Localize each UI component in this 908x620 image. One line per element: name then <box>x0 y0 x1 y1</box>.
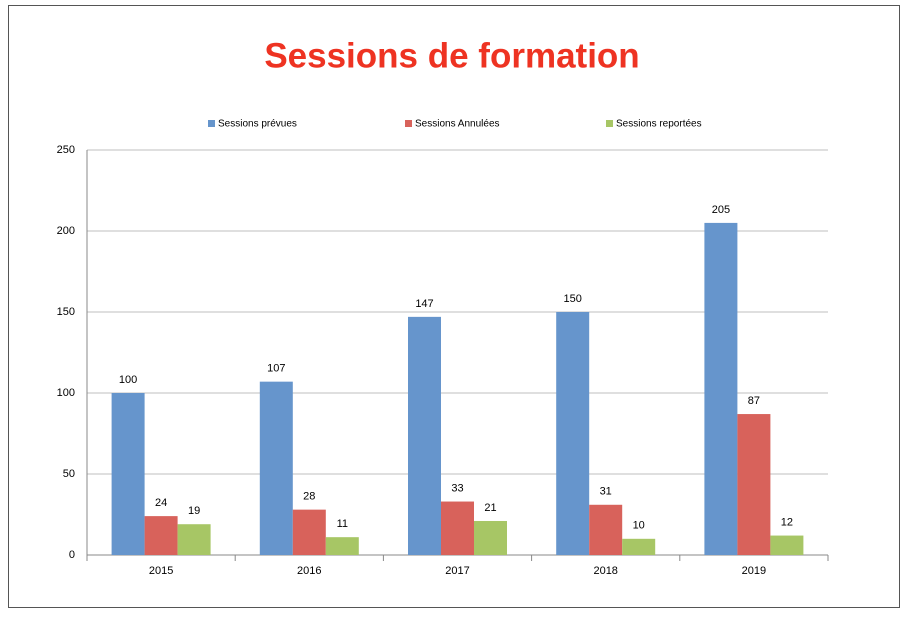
chart-title: Sessions de formation <box>264 36 639 75</box>
bar <box>474 520 507 555</box>
bar <box>441 501 474 555</box>
value-label: 87 <box>748 395 760 407</box>
bar <box>325 537 359 555</box>
value-label: 19 <box>188 505 200 517</box>
y-tick-label: 150 <box>57 306 75 318</box>
value-label: 24 <box>155 497 167 509</box>
value-label: 31 <box>600 486 612 498</box>
bar <box>408 316 441 555</box>
y-tick-label: 50 <box>63 468 75 480</box>
value-label: 150 <box>564 293 582 305</box>
y-tick-label: 100 <box>57 387 75 399</box>
x-tick-label: 2018 <box>593 565 617 577</box>
value-label: 12 <box>781 516 793 528</box>
value-label: 11 <box>337 518 348 530</box>
value-label: 107 <box>267 363 285 375</box>
legend-label: Sessions Annulées <box>415 119 500 130</box>
legend-swatch <box>405 120 412 127</box>
bar <box>589 504 623 555</box>
value-label: 10 <box>633 520 645 532</box>
value-label: 147 <box>415 298 433 310</box>
bar <box>556 312 590 555</box>
legend-swatch <box>606 120 613 127</box>
bar <box>144 516 178 555</box>
y-tick-label: 250 <box>57 144 75 156</box>
bar <box>259 381 293 555</box>
y-tick-label: 200 <box>57 225 75 237</box>
x-tick-label: 2016 <box>297 565 321 577</box>
value-label: 205 <box>712 204 730 216</box>
y-tick-label: 0 <box>69 549 75 561</box>
bar <box>770 535 804 555</box>
x-tick-label: 2015 <box>149 565 173 577</box>
bar <box>111 393 145 555</box>
legend-swatch <box>208 120 215 127</box>
legend-label: Sessions reportées <box>616 119 702 130</box>
legend-label: Sessions prévues <box>218 119 297 130</box>
value-label: 33 <box>451 482 463 494</box>
bar <box>622 538 656 555</box>
value-label: 100 <box>119 374 137 386</box>
x-tick-label: 2019 <box>742 565 766 577</box>
value-label: 21 <box>484 502 496 514</box>
bar <box>177 524 211 555</box>
bar <box>292 509 326 555</box>
x-tick-label: 2017 <box>445 565 469 577</box>
value-label: 28 <box>303 491 315 503</box>
bar <box>704 222 738 555</box>
bar <box>737 414 771 555</box>
